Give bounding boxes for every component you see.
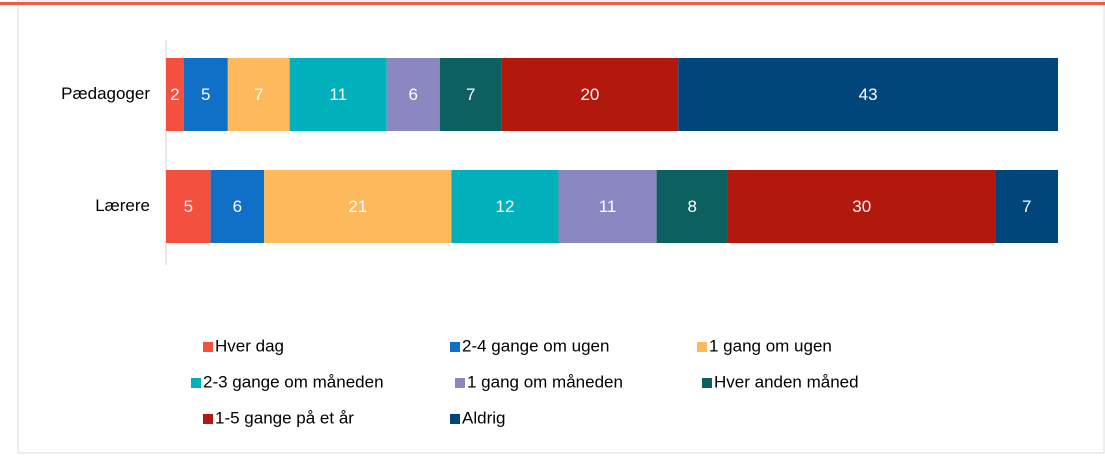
legend-swatch [697, 342, 707, 352]
data-label: 20 [580, 85, 599, 104]
bar-segment [678, 58, 1058, 131]
data-label: 6 [409, 85, 418, 104]
bar-segment [386, 58, 440, 131]
data-label: 7 [466, 85, 475, 104]
bar-segment [558, 170, 657, 243]
bar-segment [656, 170, 728, 243]
bar-segment [183, 58, 228, 131]
legend-swatch [450, 414, 460, 424]
legend-label: 2-4 gange om ugen [462, 336, 609, 355]
legend-label: 1-5 gange på et år [215, 408, 354, 427]
data-label: 8 [688, 197, 697, 216]
legend-label: Hver anden måned [714, 372, 859, 391]
bar-segment [439, 58, 502, 131]
legend-label: Hver dag [215, 336, 284, 355]
legend-swatch [455, 378, 465, 388]
top-rule [0, 2, 1105, 5]
legend-swatch [203, 342, 213, 352]
bar-segment [227, 58, 290, 131]
bar-segment [210, 170, 265, 243]
y-tick-label: Pædagoger [61, 84, 150, 103]
legend-swatch [702, 378, 712, 388]
data-label: 43 [859, 85, 878, 104]
data-label: 5 [184, 197, 193, 216]
data-label: 2 [170, 85, 179, 104]
data-label: 30 [852, 197, 871, 216]
legend-swatch [191, 378, 201, 388]
legend-label: Aldrig [462, 408, 505, 427]
data-label: 12 [495, 197, 514, 216]
y-tick-label: Lærere [95, 196, 150, 215]
bar-segment [166, 58, 184, 131]
bar-segment [451, 170, 559, 243]
bar-segment [727, 170, 996, 243]
data-label: 5 [201, 85, 210, 104]
data-label: 11 [329, 85, 347, 104]
legend-label: 1 gang om ugen [709, 336, 832, 355]
data-label: 7 [254, 85, 263, 104]
data-label: 11 [599, 197, 617, 216]
data-label: 21 [348, 197, 367, 216]
legend-label: 1 gang om måneden [467, 372, 623, 391]
legend-label: 2-3 gange om måneden [203, 372, 384, 391]
bar-segment [501, 58, 679, 131]
bar-segment [264, 170, 452, 243]
bar-segment [995, 170, 1058, 243]
legend-swatch [450, 342, 460, 352]
frame [17, 0, 1105, 454]
data-label: 7 [1022, 197, 1031, 216]
bar-segment [166, 170, 211, 243]
data-label: 6 [233, 197, 242, 216]
legend-swatch [203, 414, 213, 424]
bar-segment [289, 58, 387, 131]
